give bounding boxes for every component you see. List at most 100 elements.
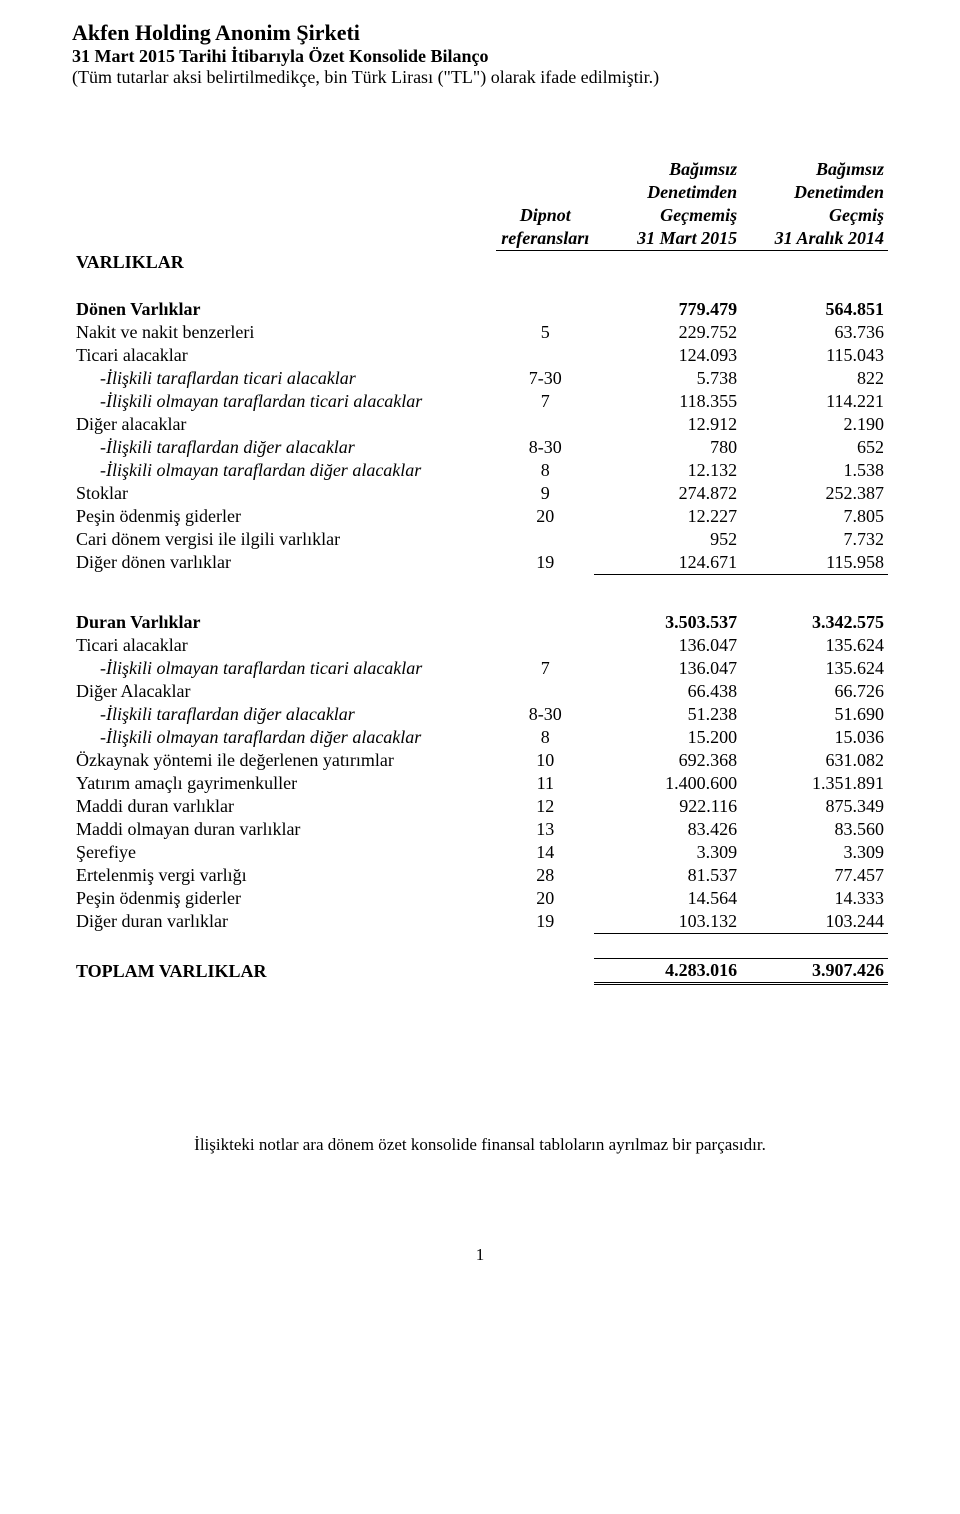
row-ref: 8-30 xyxy=(496,436,594,459)
donen-v2: 564.851 xyxy=(741,298,888,321)
row-v2: 2.190 xyxy=(741,413,888,436)
row-label: Peşin ödenmiş giderler xyxy=(72,887,496,910)
row-v1: 136.047 xyxy=(594,634,741,657)
duran-v2: 3.342.575 xyxy=(741,611,888,634)
table-row: Diğer dönen varlıklar19124.671115.958 xyxy=(72,551,888,575)
row-label: Yatırım amaçlı gayrimenkuller xyxy=(72,772,496,795)
table-row: Peşin ödenmiş giderler2014.56414.333 xyxy=(72,887,888,910)
table-row: Ertelenmiş vergi varlığı2881.53777.457 xyxy=(72,864,888,887)
table-row: Maddi olmayan duran varlıklar1383.42683.… xyxy=(72,818,888,841)
table-row: Yatırım amaçlı gayrimenkuller111.400.600… xyxy=(72,772,888,795)
row-ref: 19 xyxy=(496,910,594,934)
company-name: Akfen Holding Anonim Şirketi xyxy=(72,20,888,46)
row-v2: 135.624 xyxy=(741,634,888,657)
row-label: Diğer alacaklar xyxy=(72,413,496,436)
row-ref: 14 xyxy=(496,841,594,864)
row-v1: 124.093 xyxy=(594,344,741,367)
column-header-row: Bağımsız Bağımsız xyxy=(72,158,888,181)
row-v1: 66.438 xyxy=(594,680,741,703)
total-label: TOPLAM VARLIKLAR xyxy=(72,958,496,983)
row-v2: 114.221 xyxy=(741,390,888,413)
row-v1: 136.047 xyxy=(594,657,741,680)
row-label: -İlişkili olmayan taraflardan diğer alac… xyxy=(72,726,496,749)
col2-l1: Bağımsız xyxy=(741,158,888,181)
donen-v1: 779.479 xyxy=(594,298,741,321)
report-title: 31 Mart 2015 Tarihi İtibarıyla Özet Kons… xyxy=(72,46,888,67)
row-v2: 135.624 xyxy=(741,657,888,680)
row-v2: 15.036 xyxy=(741,726,888,749)
duran-v1: 3.503.537 xyxy=(594,611,741,634)
row-ref xyxy=(496,413,594,436)
table-row: Maddi duran varlıklar12922.116875.349 xyxy=(72,795,888,818)
total-v1: 4.283.016 xyxy=(594,958,741,983)
table-row: Cari dönem vergisi ile ilgili varlıklar 9… xyxy=(72,528,888,551)
table-row: Diğer duran varlıklar19103.132103.244 xyxy=(72,910,888,934)
table-row: Nakit ve nakit benzerleri5229.75263.736 xyxy=(72,321,888,344)
row-label: Diğer dönen varlıklar xyxy=(72,551,496,575)
row-label: Peşin ödenmiş giderler xyxy=(72,505,496,528)
col2-l4: 31 Aralık 2014 xyxy=(741,227,888,251)
table-row: -İlişkili olmayan taraflardan diğer alac… xyxy=(72,726,888,749)
col1-l1: Bağımsız xyxy=(594,158,741,181)
row-label: -İlişkili olmayan taraflardan ticari ala… xyxy=(72,390,496,413)
row-label: Ertelenmiş vergi varlığı xyxy=(72,864,496,887)
row-v2: 66.726 xyxy=(741,680,888,703)
column-header-row: referansları 31 Mart 2015 31 Aralık 2014 xyxy=(72,227,888,251)
table-row: -İlişkili taraflardan ticari alacaklar7-… xyxy=(72,367,888,390)
row-v1: 51.238 xyxy=(594,703,741,726)
table-row: -İlişkili olmayan taraflardan ticari ala… xyxy=(72,657,888,680)
col1-l4: 31 Mart 2015 xyxy=(594,227,741,251)
row-ref: 7 xyxy=(496,657,594,680)
page-container: Akfen Holding Anonim Şirketi 31 Mart 201… xyxy=(0,0,960,1305)
row-v1: 15.200 xyxy=(594,726,741,749)
row-ref: 8 xyxy=(496,726,594,749)
row-v2: 115.958 xyxy=(741,551,888,575)
title-block: Akfen Holding Anonim Şirketi 31 Mart 201… xyxy=(72,20,888,88)
column-header-row: Denetimden Denetimden xyxy=(72,181,888,204)
row-v1: 922.116 xyxy=(594,795,741,818)
row-v1: 274.872 xyxy=(594,482,741,505)
table-row: -İlişkili taraflardan diğer alacaklar8-3… xyxy=(72,436,888,459)
row-v2: 822 xyxy=(741,367,888,390)
row-ref: 7 xyxy=(496,390,594,413)
row-v1: 3.309 xyxy=(594,841,741,864)
row-v1: 83.426 xyxy=(594,818,741,841)
row-label: Nakit ve nakit benzerleri xyxy=(72,321,496,344)
table-row: -İlişkili olmayan taraflardan ticari ala… xyxy=(72,390,888,413)
row-v1: 14.564 xyxy=(594,887,741,910)
col1-l3: Geçmemiş xyxy=(594,204,741,227)
balance-sheet-table: Bağımsız Bağımsız Denetimden Denetimden … xyxy=(72,158,888,985)
row-v2: 631.082 xyxy=(741,749,888,772)
row-v1: 780 xyxy=(594,436,741,459)
row-v2: 14.333 xyxy=(741,887,888,910)
row-v1: 12.227 xyxy=(594,505,741,528)
table-row: Diğer alacaklar12.9122.190 xyxy=(72,413,888,436)
duran-varliklar-row: Duran Varlıklar 3.503.537 3.342.575 xyxy=(72,611,888,634)
row-label: Özkaynak yöntemi ile değerlenen yatırıml… xyxy=(72,749,496,772)
row-label: Diğer duran varlıklar xyxy=(72,910,496,934)
donen-varliklar-row: Dönen Varlıklar 779.479 564.851 xyxy=(72,298,888,321)
row-label: Maddi duran varlıklar xyxy=(72,795,496,818)
row-ref: 12 xyxy=(496,795,594,818)
row-v2: 103.244 xyxy=(741,910,888,934)
row-label: -İlişkili olmayan taraflardan diğer alac… xyxy=(72,459,496,482)
row-v2: 1.538 xyxy=(741,459,888,482)
row-v1: 952 xyxy=(594,528,741,551)
row-ref xyxy=(496,634,594,657)
row-v1: 12.132 xyxy=(594,459,741,482)
footnote-text: İlişikteki notlar ara dönem özet konsoli… xyxy=(72,1135,888,1155)
row-label: -İlişkili taraflardan diğer alacaklar xyxy=(72,703,496,726)
table-row: Ticari alacaklar 136.047135.624 xyxy=(72,634,888,657)
row-ref: 7-30 xyxy=(496,367,594,390)
row-ref: 28 xyxy=(496,864,594,887)
row-label: Ticari alacaklar xyxy=(72,634,496,657)
total-row: TOPLAM VARLIKLAR 4.283.016 3.907.426 xyxy=(72,958,888,983)
section-varliklar: VARLIKLAR xyxy=(72,251,888,274)
row-label: -İlişkili taraflardan diğer alacaklar xyxy=(72,436,496,459)
row-v2: 51.690 xyxy=(741,703,888,726)
row-v1: 124.671 xyxy=(594,551,741,575)
duran-title: Duran Varlıklar xyxy=(72,611,496,634)
col2-l2: Denetimden xyxy=(741,181,888,204)
row-v2: 83.560 xyxy=(741,818,888,841)
row-label: Cari dönem vergisi ile ilgili varlıklar xyxy=(72,528,496,551)
